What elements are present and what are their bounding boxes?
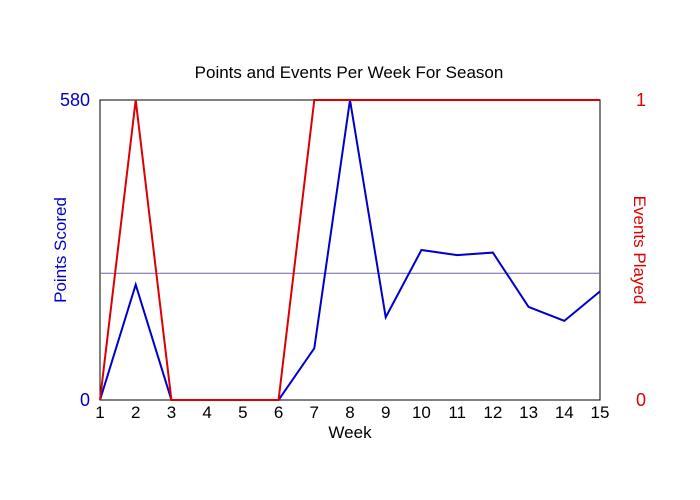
chart-title: Points and Events Per Week For Season xyxy=(195,63,504,82)
x-tick-label: 12 xyxy=(483,403,502,422)
y-left-tick-label: 0 xyxy=(80,390,90,410)
x-tick-label: 7 xyxy=(310,403,319,422)
series-line-events xyxy=(99,99,600,401)
x-tick-label: 4 xyxy=(202,403,211,422)
x-tick-label: 15 xyxy=(591,403,610,422)
x-tick-label: 3 xyxy=(167,403,176,422)
y-right-tick-label: 0 xyxy=(636,390,646,410)
x-tick-label: 10 xyxy=(412,403,431,422)
series-line-points xyxy=(99,99,601,401)
y-left-tick-label: 580 xyxy=(60,90,90,110)
x-tick-label: 2 xyxy=(131,403,140,422)
x-tick-label: 8 xyxy=(345,403,354,422)
x-tick-label: 1 xyxy=(95,403,104,422)
x-tick-label: 11 xyxy=(448,403,466,422)
x-tick-label: 5 xyxy=(238,403,247,422)
x-tick-label: 9 xyxy=(381,403,390,422)
y-axis-label-left: Points Scored xyxy=(51,197,70,303)
y-right-tick-label: 1 xyxy=(636,90,646,110)
y-axis-label-right: Events Played xyxy=(630,196,649,305)
x-tick-label: 14 xyxy=(555,403,574,422)
plot-area xyxy=(99,99,601,401)
x-tick-label: 13 xyxy=(519,403,538,422)
x-axis-label: Week xyxy=(328,423,372,442)
x-tick-label: 6 xyxy=(274,403,283,422)
